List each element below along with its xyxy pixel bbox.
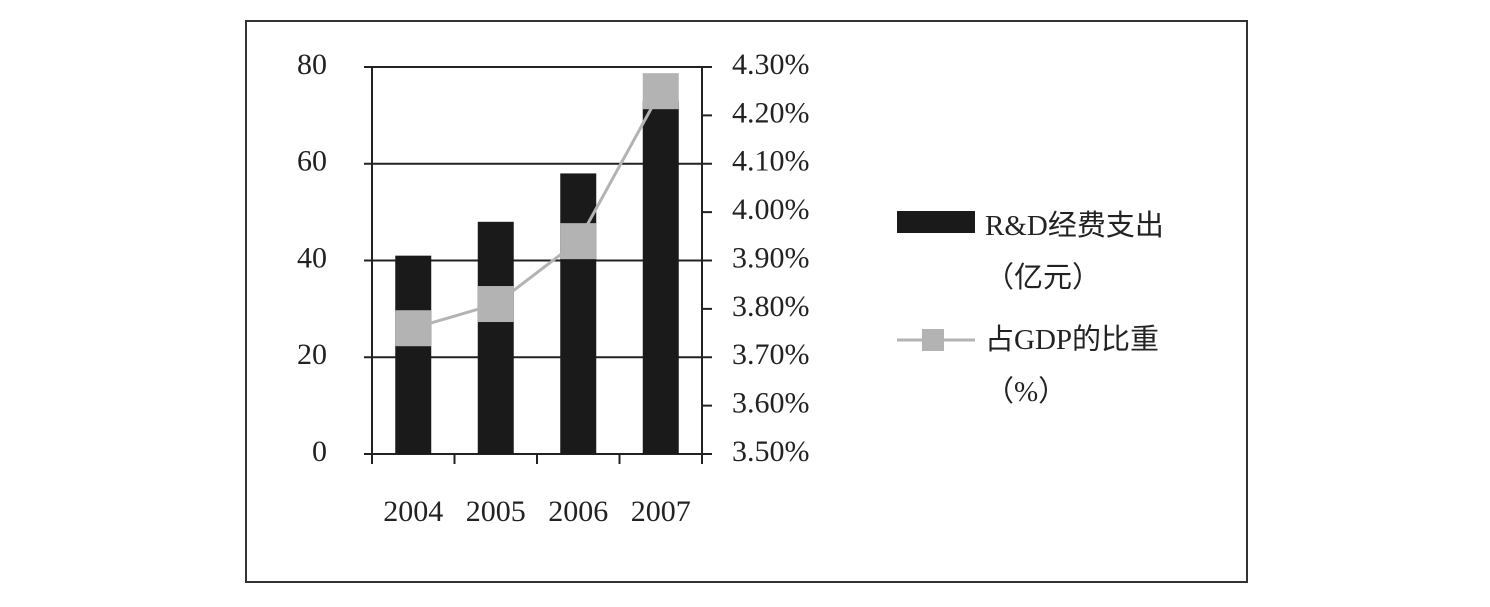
marker bbox=[560, 223, 597, 260]
y-tick-label: 80 bbox=[297, 48, 327, 81]
marker bbox=[642, 73, 679, 110]
bar bbox=[477, 221, 514, 454]
x-tick-label: 2006 bbox=[548, 495, 608, 528]
bar bbox=[642, 100, 679, 455]
y2-tick-label: 4.10% bbox=[732, 145, 810, 178]
y2-tick-label: 3.90% bbox=[732, 241, 810, 274]
marker bbox=[477, 286, 514, 323]
y2-tick-label: 3.80% bbox=[732, 290, 810, 323]
y2-tick-label: 3.50% bbox=[732, 435, 810, 468]
y-tick-label: 60 bbox=[297, 145, 327, 178]
y2-tick-label: 3.60% bbox=[732, 387, 810, 420]
legend-label: 占GDP的比重（%） bbox=[985, 324, 1160, 408]
y2-tick-label: 4.00% bbox=[732, 193, 810, 226]
y2-tick-label: 4.20% bbox=[732, 96, 810, 129]
y2-tick-label: 3.70% bbox=[732, 338, 810, 371]
legend-label: R&D经费支出（亿元） bbox=[985, 210, 1164, 294]
y-tick-label: 0 bbox=[312, 435, 327, 468]
legend-swatch bbox=[897, 211, 975, 233]
marker bbox=[395, 310, 432, 347]
y-tick-label: 20 bbox=[297, 338, 327, 371]
y-tick-label: 40 bbox=[297, 241, 327, 274]
y2-tick-label: 4.30% bbox=[732, 48, 810, 81]
bar bbox=[395, 255, 432, 454]
x-tick-label: 2007 bbox=[631, 495, 691, 528]
x-tick-label: 2004 bbox=[383, 495, 443, 528]
legend-swatch bbox=[922, 329, 944, 351]
line bbox=[412, 90, 663, 330]
x-tick-label: 2005 bbox=[466, 495, 526, 528]
